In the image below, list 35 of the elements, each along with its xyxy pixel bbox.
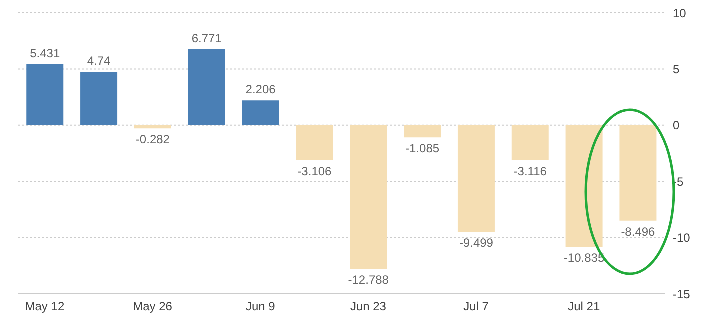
data-label: -12.788	[348, 273, 390, 288]
bar	[350, 125, 388, 270]
data-label: 4.74	[87, 54, 112, 68]
data-label: -3.106	[298, 164, 332, 178]
data-label: -0.282	[136, 132, 170, 147]
bar	[26, 64, 64, 126]
data-label: 5.431	[30, 46, 60, 60]
bar	[404, 125, 442, 138]
x-tick-label: May 26	[133, 300, 173, 314]
bar	[188, 49, 226, 126]
y-tick-label: 5	[673, 62, 680, 76]
bar	[458, 125, 495, 232]
y-tick-label: 10	[673, 6, 687, 20]
data-label: -3.116	[514, 164, 548, 178]
x-tick-label: Jun 9	[246, 300, 276, 314]
data-label: -1.085	[406, 142, 440, 156]
bar	[80, 72, 118, 126]
data-label: -8.496	[621, 224, 656, 239]
data-label: -10.835	[564, 251, 605, 266]
bar	[296, 125, 334, 160]
data-label: 6.771	[192, 31, 222, 46]
x-tick-label: Jul 7	[464, 300, 490, 314]
x-tick-label: Jun 23	[350, 300, 387, 314]
x-tick-label: Jul 21	[568, 300, 600, 314]
y-tick-label: -15	[673, 287, 691, 302]
data-label: -9.499	[459, 236, 494, 250]
data-label: 2.206	[246, 82, 276, 97]
x-tick-label: May 12	[25, 300, 65, 314]
bar	[620, 125, 657, 221]
bar	[134, 125, 172, 129]
y-tick-label: 0	[673, 118, 680, 133]
y-tick-label: -10	[673, 231, 691, 246]
bar	[566, 125, 603, 248]
bar	[242, 100, 280, 126]
bar	[512, 125, 549, 160]
